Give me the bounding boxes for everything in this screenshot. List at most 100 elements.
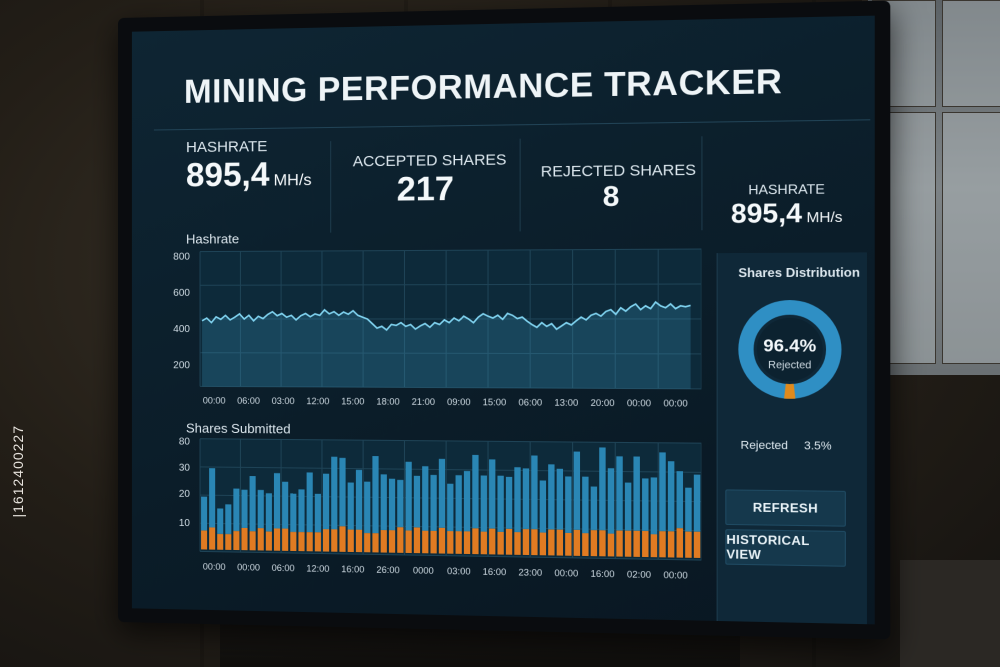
- x-tick-label: 12:00: [306, 396, 329, 406]
- monitor: MINING PERFORMANCE TRACKER HASHRATE 895,…: [118, 0, 890, 639]
- stat-hashrate: HASHRATE 895,4 MH/s: [186, 137, 312, 194]
- y-tick-label: 30: [179, 463, 191, 474]
- bar-accepted: [481, 475, 487, 531]
- bar-accepted: [307, 472, 313, 532]
- x-tick-label: 02:00: [627, 569, 651, 580]
- bar-rejected: [497, 532, 503, 555]
- bar-rejected: [209, 527, 215, 549]
- stat-label: REJECTED SHARES: [541, 162, 682, 181]
- x-tick-label: 00:00: [664, 398, 688, 409]
- bar-rejected: [523, 529, 529, 555]
- stat-separator: [330, 141, 331, 232]
- stat-value: 895,4 MH/s: [186, 155, 312, 195]
- y-tick-label: 800: [173, 252, 190, 263]
- bar-rejected: [439, 528, 445, 554]
- bar-accepted: [456, 475, 462, 531]
- bar-rejected: [599, 530, 605, 556]
- refresh-button[interactable]: REFRESH: [725, 489, 846, 526]
- bar-rejected: [356, 530, 362, 553]
- bar-rejected: [659, 531, 665, 557]
- bar-rejected: [677, 528, 683, 558]
- bar-rejected: [616, 530, 622, 556]
- bar-accepted: [430, 475, 436, 531]
- bar-rejected: [540, 532, 546, 555]
- bar-rejected: [481, 532, 487, 555]
- bar-rejected: [422, 531, 428, 554]
- bar-rejected: [274, 528, 280, 550]
- bar-rejected: [331, 529, 337, 552]
- bar-accepted: [608, 468, 614, 533]
- x-tick-label: 03:00: [447, 566, 471, 577]
- stat-separator: [520, 139, 521, 232]
- historical-view-button[interactable]: HISTORICAL VIEW: [725, 529, 846, 567]
- bar-accepted: [381, 474, 387, 530]
- distribution-legend-value: 3.5%: [804, 440, 832, 453]
- bar-accepted: [531, 455, 537, 529]
- y-tick-label: 400: [173, 324, 190, 335]
- bar-accepted: [250, 476, 256, 531]
- bar-rejected: [266, 531, 272, 550]
- bar-accepted: [633, 456, 639, 530]
- bar-rejected: [225, 534, 231, 550]
- bar-rejected: [201, 530, 207, 549]
- bar-accepted: [348, 483, 354, 530]
- bar-accepted: [439, 459, 445, 528]
- x-tick-label: 00:00: [664, 570, 688, 581]
- bar-accepted: [209, 468, 215, 527]
- bar-accepted: [685, 488, 691, 532]
- hashrate-chart-svg: 800 600 400 200 00:00 06:00 03:00 12:00 15:00 18:…: [150, 241, 702, 416]
- stat-label: ACCEPTED SHARES: [353, 151, 499, 170]
- bar-accepted: [331, 457, 337, 530]
- x-tick-label: 00:00: [203, 562, 226, 573]
- bar-accepted: [406, 462, 412, 531]
- bar-rejected: [381, 530, 387, 553]
- bar-rejected: [685, 531, 691, 557]
- x-tick-label: 03:00: [272, 396, 295, 406]
- bar-rejected: [456, 531, 462, 554]
- title-divider: [154, 119, 870, 130]
- bar-accepted: [233, 489, 239, 531]
- stat-label: HASHRATE: [186, 137, 312, 156]
- bar-accepted: [201, 497, 207, 531]
- stat-accepted-shares: ACCEPTED SHARES 217: [353, 151, 499, 209]
- x-tick-label: 16:00: [591, 568, 615, 579]
- bar-rejected: [406, 530, 412, 553]
- stat-separator: [701, 136, 702, 230]
- bar-accepted: [565, 476, 571, 533]
- bar-accepted: [668, 461, 674, 531]
- bar-rejected: [651, 534, 657, 557]
- y-tick-label: 600: [173, 288, 190, 299]
- bar-rejected: [472, 528, 478, 554]
- bar-rejected: [372, 533, 378, 552]
- stat-value: 8: [541, 179, 682, 213]
- bar-rejected: [668, 531, 674, 557]
- bar-accepted: [548, 464, 554, 529]
- bar-accepted: [694, 475, 700, 532]
- bar-rejected: [642, 531, 648, 557]
- y-tick-label: 20: [179, 489, 191, 500]
- stat-unit: MH/s: [806, 208, 842, 225]
- bar-accepted: [472, 455, 478, 528]
- bar-accepted: [464, 471, 470, 531]
- bar-accepted: [506, 477, 512, 529]
- bar-rejected: [608, 534, 614, 557]
- bar-rejected: [447, 531, 453, 554]
- y-tick-label: 80: [179, 437, 191, 448]
- x-tick-label: 26:00: [376, 565, 399, 576]
- bar-accepted: [414, 476, 420, 528]
- stat-value: 895,4 MH/s: [721, 197, 853, 231]
- bar-accepted: [447, 484, 453, 531]
- x-tick-label: 20:00: [591, 398, 615, 409]
- bar-accepted: [591, 487, 597, 531]
- bar-accepted: [651, 477, 657, 534]
- x-tick-label: 06:00: [518, 397, 542, 407]
- bar-accepted: [574, 452, 580, 530]
- bar-accepted: [523, 468, 529, 529]
- bar-accepted: [258, 490, 264, 528]
- bar-accepted: [323, 474, 329, 530]
- bar-rejected: [489, 528, 495, 554]
- dashboard-screen: MINING PERFORMANCE TRACKER HASHRATE 895,…: [132, 16, 875, 625]
- bar-accepted: [616, 456, 622, 530]
- x-tick-label: 09:00: [447, 397, 471, 407]
- stat-value: 217: [353, 169, 499, 209]
